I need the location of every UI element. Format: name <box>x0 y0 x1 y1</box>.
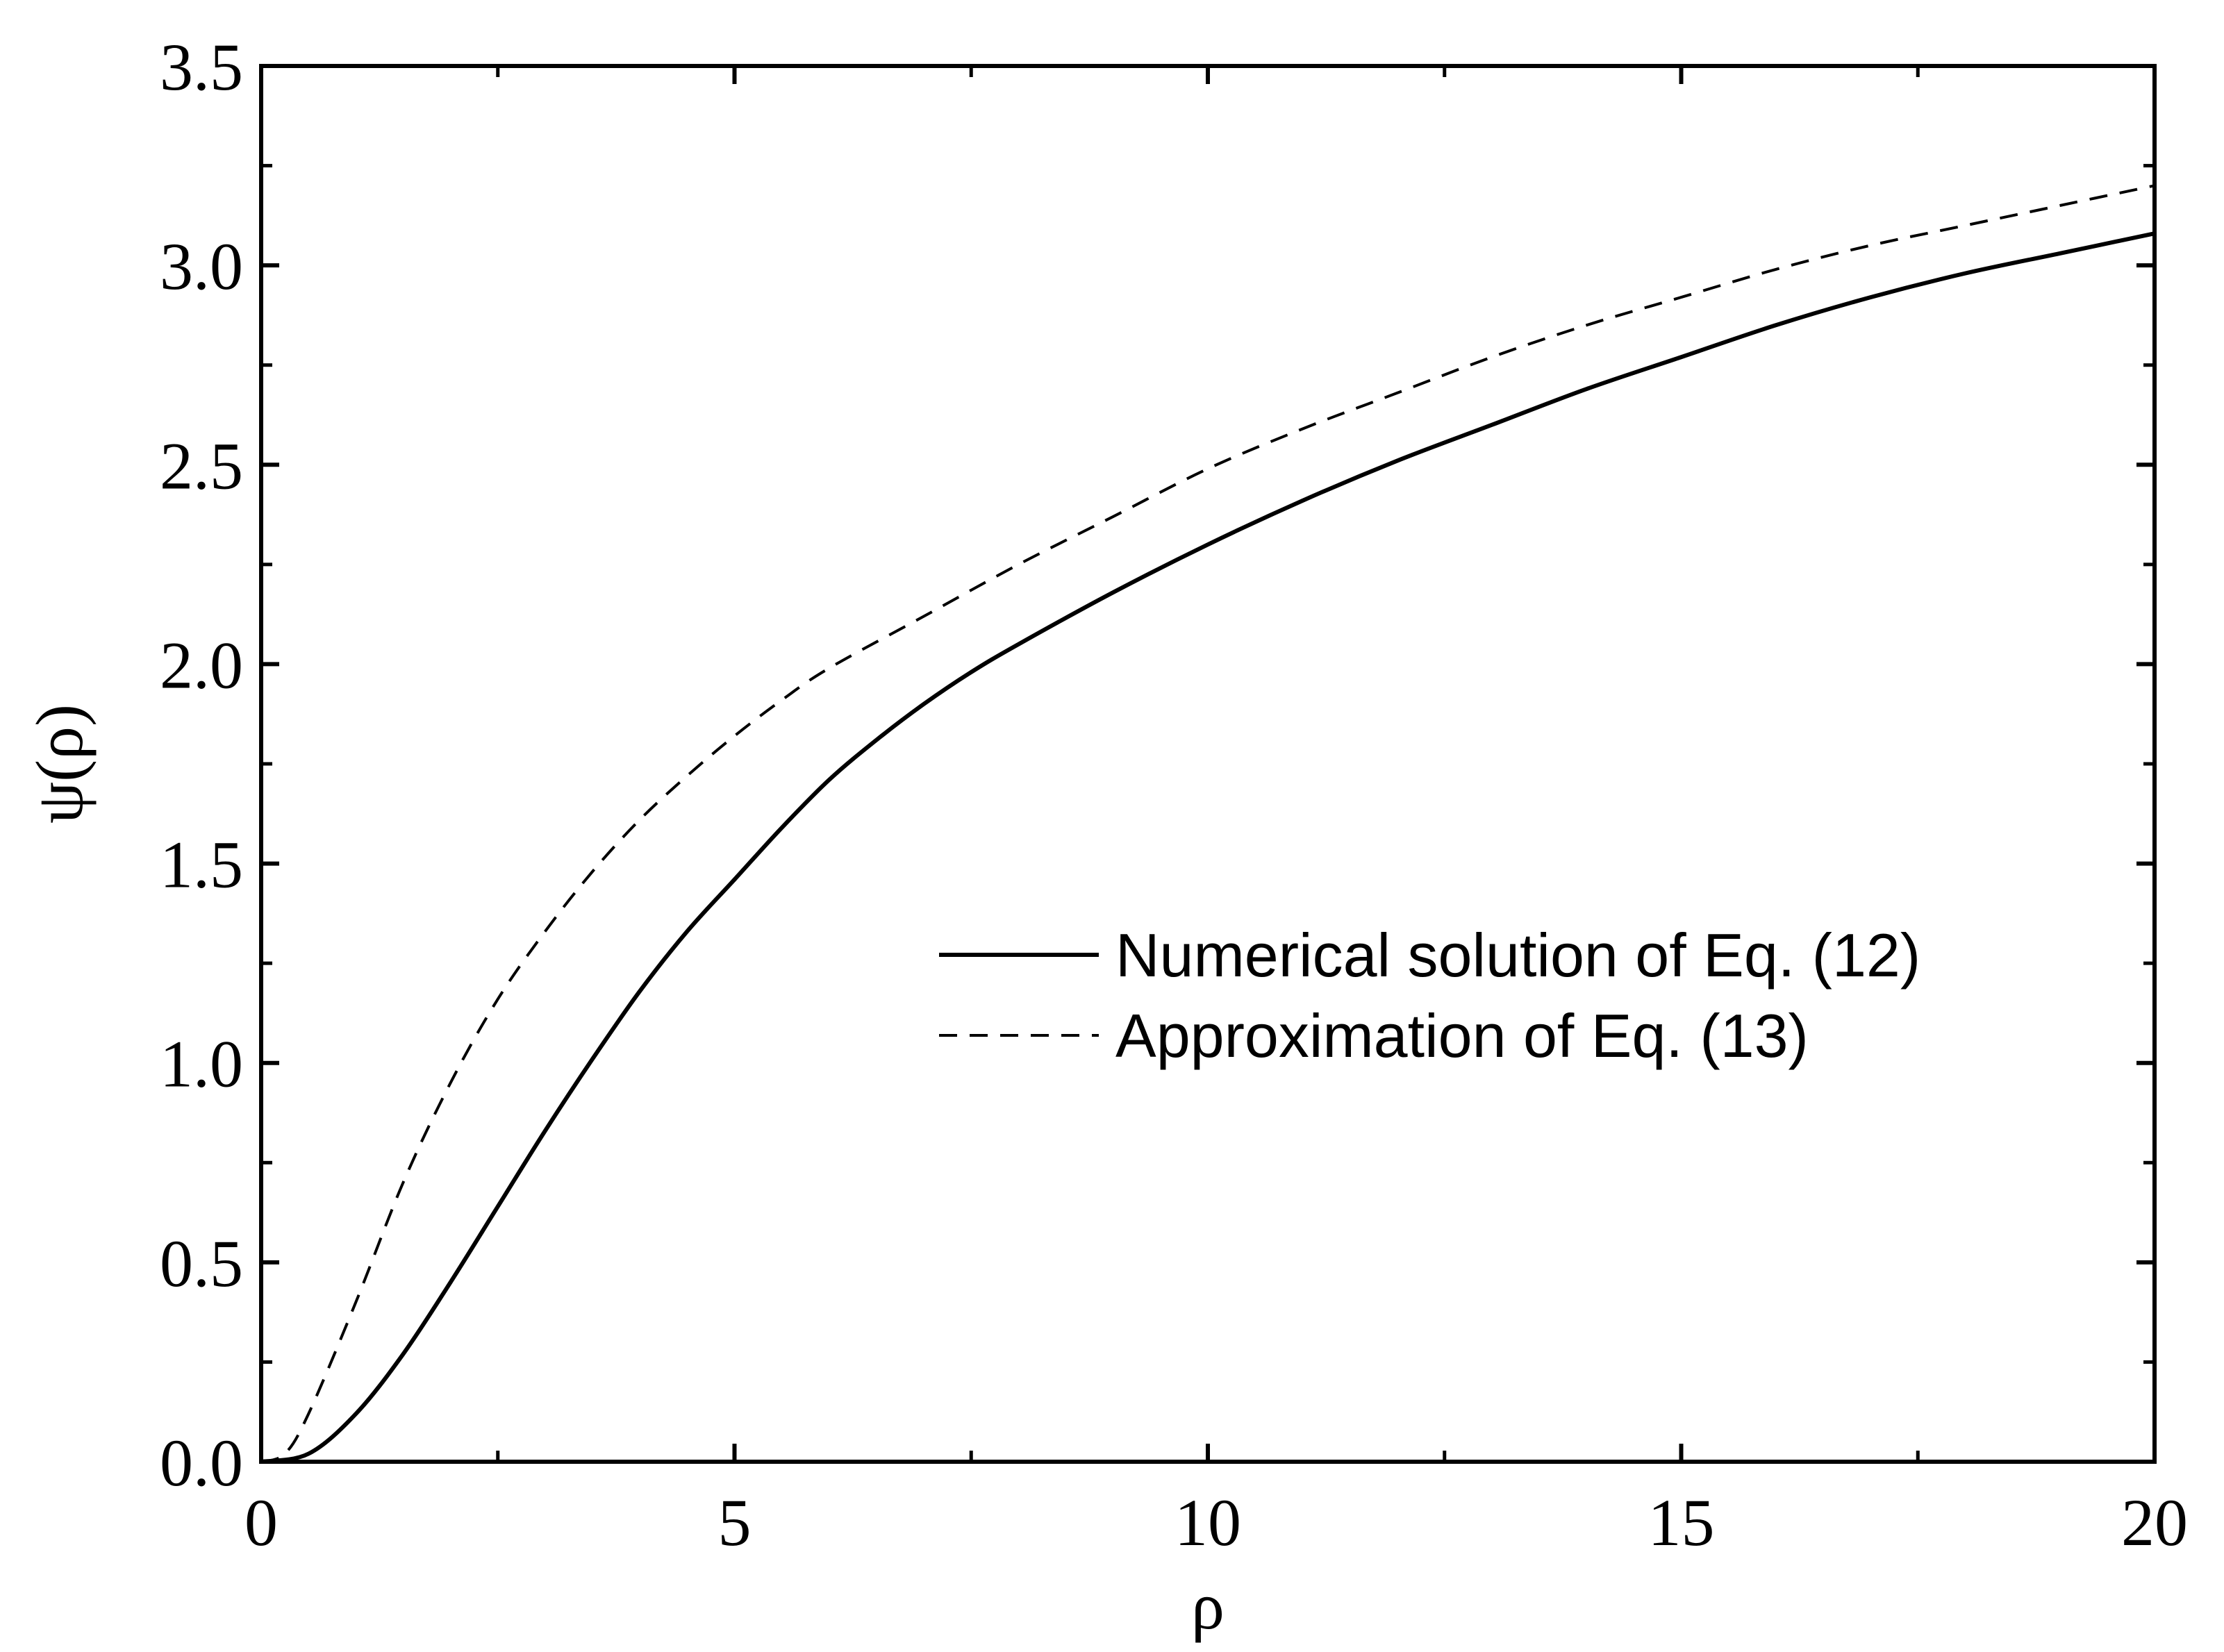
y-tick-label: 2.0 <box>160 628 243 702</box>
series-line-1 <box>260 231 2155 1464</box>
x-tick-label: 20 <box>2121 1485 2188 1560</box>
series-line-2 <box>260 184 2155 1463</box>
legend-label-2: Approximation of Eq. (13) <box>1115 1001 1809 1070</box>
x-tick-label: 5 <box>718 1485 752 1560</box>
plot-frame <box>259 64 2157 1464</box>
legend: Numerical solution of Eq. (12) Approximat… <box>939 921 1920 1070</box>
x-tick-label: 10 <box>1175 1485 1241 1560</box>
y-tick-label: 2.5 <box>160 428 243 503</box>
y-tick-label: 3.5 <box>160 30 243 104</box>
y-tick-label: 0.0 <box>160 1426 243 1500</box>
axis-labels: ρ ψ(ρ) <box>22 704 1225 1643</box>
series-group <box>260 184 2155 1464</box>
x-axis-ticks: 0 5 10 15 20 <box>244 66 2188 1560</box>
y-axis-ticks: 0.0 0.5 1.0 1.5 2.0 2.5 3.0 3.5 <box>160 30 2155 1500</box>
x-tick-label: 0 <box>244 1485 278 1560</box>
x-axis-label: ρ <box>1191 1569 1225 1643</box>
y-axis-label: ψ(ρ) <box>22 704 97 824</box>
y-tick-label: 1.0 <box>160 1027 243 1101</box>
legend-label-1: Numerical solution of Eq. (12) <box>1115 921 1920 990</box>
plot-frame-group <box>259 64 2157 1464</box>
y-tick-label: 0.5 <box>160 1226 243 1301</box>
y-tick-label: 1.5 <box>160 828 243 902</box>
x-tick-label: 15 <box>1648 1485 1715 1560</box>
y-tick-label: 3.0 <box>160 229 243 303</box>
